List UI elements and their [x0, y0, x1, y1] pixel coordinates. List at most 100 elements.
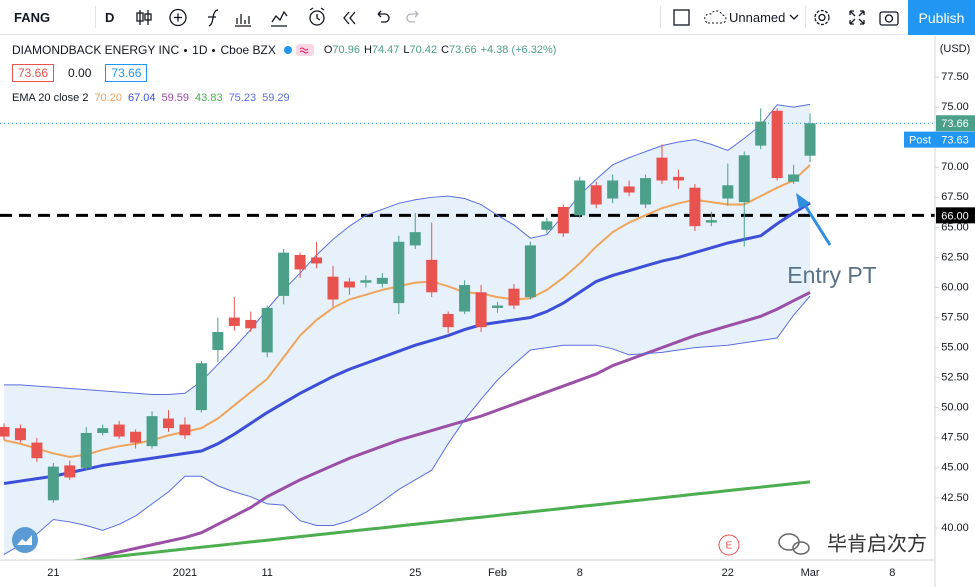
layout-name[interactable]: Unnamed — [729, 10, 786, 25]
candle-body — [607, 180, 619, 199]
candle-body — [47, 466, 59, 501]
chevron[interactable] — [788, 0, 800, 35]
change: +4.38 (+6.32%) — [480, 44, 557, 56]
candle-body — [689, 187, 701, 227]
candle-body — [623, 186, 635, 193]
indicator-value: 43.83 — [195, 92, 223, 104]
x-tick-label: 2021 — [173, 567, 197, 579]
candle-body — [755, 121, 767, 146]
ohlc-label: L — [403, 44, 410, 56]
post-tag — [904, 131, 975, 148]
quote-row: 73.66 0.00 73.66 — [12, 64, 155, 82]
candle-body — [14, 428, 26, 441]
symbol[interactable]: FANG — [14, 10, 51, 25]
candle-body — [409, 232, 421, 246]
header-row: DIAMONDBACK ENERGY INC 1D Cboe BZX O70.9… — [12, 42, 556, 58]
candle-body — [163, 418, 174, 429]
y-tick-label: 42.50 — [941, 492, 969, 504]
x-tick-label: 8 — [577, 567, 583, 579]
candle-body — [228, 317, 240, 326]
layout-icon[interactable] — [672, 0, 692, 35]
toolbar-icons[interactable] — [135, 0, 435, 35]
post-tag-name: Post — [909, 135, 931, 147]
y-tick-label: 57.50 — [941, 311, 969, 323]
annotation-arrow — [801, 201, 832, 246]
candle-body — [212, 331, 224, 351]
price-tag — [936, 115, 975, 132]
candle-body — [590, 185, 602, 205]
candle-body — [0, 426, 10, 437]
indicator-line — [3, 295, 811, 555]
candle-body — [146, 416, 158, 447]
title: DIAMONDBACK ENERGY INC — [12, 43, 180, 57]
indicator-name: EMA 20 close 2 — [12, 92, 89, 104]
price-tag-label: 66.00 — [941, 210, 969, 222]
interval[interactable]: D — [105, 10, 115, 25]
x-tick-label: 25 — [409, 567, 421, 579]
candle-body — [130, 431, 142, 443]
y-tick-label: 52.50 — [941, 372, 969, 384]
y-unit: (USD) — [940, 43, 971, 55]
candle-body — [722, 185, 734, 199]
candle-body — [541, 221, 553, 230]
status-icons — [283, 44, 314, 56]
candle-body — [426, 259, 438, 293]
y-tick-label: 45.00 — [941, 462, 969, 474]
quote-box: 0.00 — [68, 66, 92, 80]
candle-body — [294, 255, 306, 270]
candle-body — [31, 442, 43, 459]
publish-button[interactable]: Publish — [908, 0, 975, 35]
tv-logo — [12, 527, 38, 553]
indicator-line — [4, 103, 811, 395]
candle-body — [508, 288, 520, 306]
quote-box: 73.66 — [12, 64, 55, 82]
y-tick-label: 60.00 — [941, 281, 969, 293]
toolbar: FANG D Unnamed Publish — [0, 0, 975, 35]
watermark: 毕肯启次方 — [827, 532, 927, 555]
ohlc-value: 74.47 — [371, 44, 400, 56]
candle-body — [788, 174, 800, 182]
indicator-row: EMA 20 close 2 70.20 67.04 59.59 43.83 75.23… — [12, 92, 296, 104]
price-tag — [936, 207, 975, 224]
indicator-value: 67.04 — [127, 92, 156, 104]
y-tick-label: 55.00 — [941, 342, 969, 354]
event-badge[interactable] — [718, 534, 740, 556]
candle-body — [80, 432, 92, 468]
y-tick-label: 77.50 — [941, 71, 969, 83]
y-tick-label: 75.00 — [941, 101, 969, 113]
event-badge-text[interactable]: E — [726, 541, 733, 552]
indicator-line — [3, 164, 811, 459]
indicator-line — [68, 480, 811, 560]
candle-body — [261, 307, 273, 353]
candle-body — [459, 285, 471, 312]
indicator-value: 70.20 — [94, 92, 122, 104]
right-icons[interactable] — [810, 0, 905, 35]
x-tick-label: Feb — [488, 567, 507, 579]
candle-body — [376, 277, 388, 284]
candle-body — [195, 363, 207, 411]
watermark-icon — [778, 533, 810, 555]
candle-body — [524, 245, 536, 298]
candle-body — [64, 465, 76, 478]
candle-body — [492, 305, 503, 308]
annotation: Entry PT — [787, 262, 876, 288]
interval-label: 1D — [192, 43, 208, 57]
candle-body — [738, 155, 750, 203]
ohlc-label: O — [323, 44, 333, 56]
quote-box: 73.66 — [105, 64, 148, 82]
candle-body — [804, 123, 816, 156]
candle-body — [557, 206, 569, 234]
y-tick-label: 65.00 — [941, 221, 969, 233]
indicator-value: 59.29 — [262, 92, 290, 104]
candle-body — [442, 313, 454, 328]
price-tag-label: 73.66 — [941, 118, 969, 130]
exchange: Cboe BZX — [220, 43, 276, 57]
candle-body — [311, 257, 323, 264]
y-tick-label: 47.50 — [941, 432, 969, 444]
y-tick-label: 62.50 — [941, 251, 969, 263]
indicator-line — [75, 291, 811, 560]
y-tick-label: 67.50 — [941, 191, 969, 203]
indicator-value: 75.23 — [228, 92, 257, 104]
